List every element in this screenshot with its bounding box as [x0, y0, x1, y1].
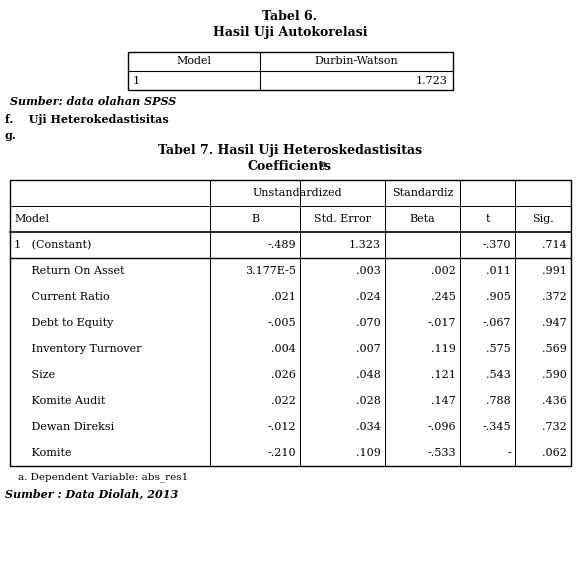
Text: -.345: -.345 [482, 422, 511, 432]
Text: Inventory Turnover: Inventory Turnover [14, 344, 142, 354]
Text: .732: .732 [542, 422, 567, 432]
Bar [128, 52, 453, 90]
Text: .947: .947 [542, 318, 567, 328]
Text: -.096: -.096 [428, 422, 456, 432]
Text: Return On Asset: Return On Asset [14, 266, 124, 276]
Text: a: a [321, 160, 327, 169]
Text: .024: .024 [356, 292, 381, 302]
Text: t: t [485, 214, 490, 224]
Text: .372: .372 [542, 292, 567, 302]
Text: Model: Model [14, 214, 49, 224]
Text: -.012: -.012 [267, 422, 296, 432]
Text: .011: .011 [486, 266, 511, 276]
Text: .543: .543 [486, 370, 511, 380]
Text: Komite Audit: Komite Audit [14, 396, 105, 406]
Text: -.067: -.067 [482, 318, 511, 328]
Text: .007: .007 [356, 344, 381, 354]
Text: .034: .034 [356, 422, 381, 432]
Text: .028: .028 [356, 396, 381, 406]
Text: .002: .002 [431, 266, 456, 276]
Text: -.489: -.489 [267, 240, 296, 250]
Text: .062: .062 [542, 448, 567, 458]
Text: 1.723: 1.723 [416, 76, 448, 86]
Text: Dewan Direksi: Dewan Direksi [14, 422, 114, 432]
Text: .575: .575 [486, 344, 511, 354]
Text: Unstandardized: Unstandardized [253, 188, 342, 198]
Text: Debt to Equity: Debt to Equity [14, 318, 113, 328]
Text: Coefficients: Coefficients [248, 160, 332, 173]
Text: .569: .569 [542, 344, 567, 354]
Text: .436: .436 [542, 396, 567, 406]
Text: g.: g. [5, 130, 17, 141]
Text: .003: .003 [356, 266, 381, 276]
Text: Sumber: data olahan SPSS: Sumber: data olahan SPSS [10, 96, 176, 107]
Text: -.017: -.017 [428, 318, 456, 328]
Text: B: B [251, 214, 259, 224]
Text: Tabel 7. Hasil Uji Heteroskedastisitas: Tabel 7. Hasil Uji Heteroskedastisitas [158, 144, 422, 157]
Text: 1.323: 1.323 [349, 240, 381, 250]
Text: .119: .119 [431, 344, 456, 354]
Text: .905: .905 [486, 292, 511, 302]
Text: Durbin-Watson: Durbin-Watson [315, 57, 399, 66]
Text: f.    Uji Heterokedastisitas: f. Uji Heterokedastisitas [5, 114, 168, 125]
Text: .590: .590 [542, 370, 567, 380]
Text: .714: .714 [542, 240, 567, 250]
Text: .004: .004 [271, 344, 296, 354]
Text: Current Ratio: Current Ratio [14, 292, 110, 302]
Text: .021: .021 [271, 292, 296, 302]
Text: -.370: -.370 [482, 240, 511, 250]
Text: Hasil Uji Autokorelasi: Hasil Uji Autokorelasi [213, 26, 367, 39]
Text: Komite: Komite [14, 448, 71, 458]
Text: .048: .048 [356, 370, 381, 380]
Text: Tabel 6.: Tabel 6. [263, 10, 317, 23]
Text: .109: .109 [356, 448, 381, 458]
Text: Size: Size [14, 370, 55, 380]
Text: Sumber : Data Diolah, 2013: Sumber : Data Diolah, 2013 [5, 488, 178, 499]
Text: 1   (Constant): 1 (Constant) [14, 240, 91, 250]
Text: .022: .022 [271, 396, 296, 406]
Text: 3.177E-5: 3.177E-5 [245, 266, 296, 276]
Text: .788: .788 [486, 396, 511, 406]
Text: Model: Model [177, 57, 211, 66]
Text: -.210: -.210 [267, 448, 296, 458]
Text: -.005: -.005 [267, 318, 296, 328]
Text: .991: .991 [542, 266, 567, 276]
Text: Std. Error: Std. Error [314, 214, 371, 224]
Text: Beta: Beta [410, 214, 435, 224]
Text: Standardiz: Standardiz [392, 188, 453, 198]
Text: .121: .121 [431, 370, 456, 380]
Text: a. Dependent Variable: abs_res1: a. Dependent Variable: abs_res1 [18, 472, 188, 482]
Text: .026: .026 [271, 370, 296, 380]
Text: Sig.: Sig. [532, 214, 554, 224]
Text: .147: .147 [431, 396, 456, 406]
Text: .070: .070 [356, 318, 381, 328]
Text: -: - [507, 448, 511, 458]
Text: -.533: -.533 [428, 448, 456, 458]
Text: .245: .245 [431, 292, 456, 302]
Text: 1: 1 [133, 76, 140, 86]
